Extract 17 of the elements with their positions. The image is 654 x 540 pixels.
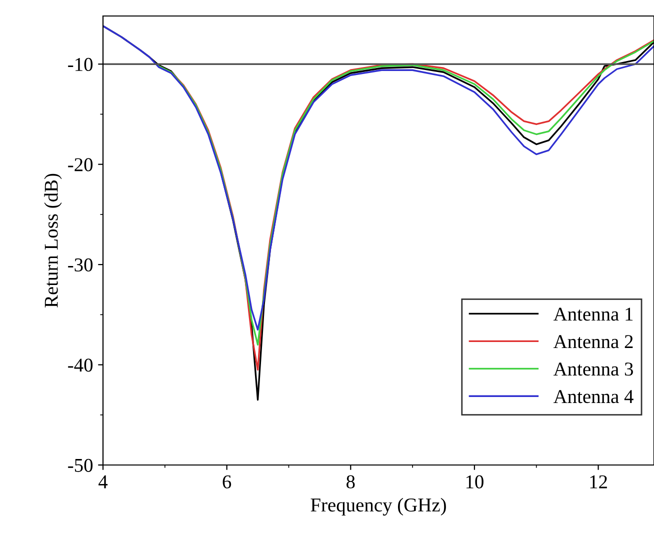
y-axis-title: Return Loss (dB) [44,174,62,308]
y-tick-label: -30 [68,258,93,272]
y-tick-label: -40 [68,358,93,372]
x-tick-label: 4 [98,475,108,488]
x-tick-label: 8 [346,475,355,488]
legend-label: Antenna 2 [553,335,633,348]
legend-label: Antenna 4 [553,390,634,404]
y-tick-label: -20 [68,158,93,172]
line-series [103,25,654,331]
x-tick-label: 12 [590,475,607,488]
y-tick-label: -50 [68,458,93,472]
x-tick-label: 10 [466,475,484,488]
x-tick-label: 6 [222,475,232,488]
y-tick-label: -10 [68,58,93,72]
legend-label: Antenna 3 [553,362,633,376]
legend-label: Antenna 1 [553,308,633,321]
x-axis-title: Frequency (GHz) [310,498,446,516]
